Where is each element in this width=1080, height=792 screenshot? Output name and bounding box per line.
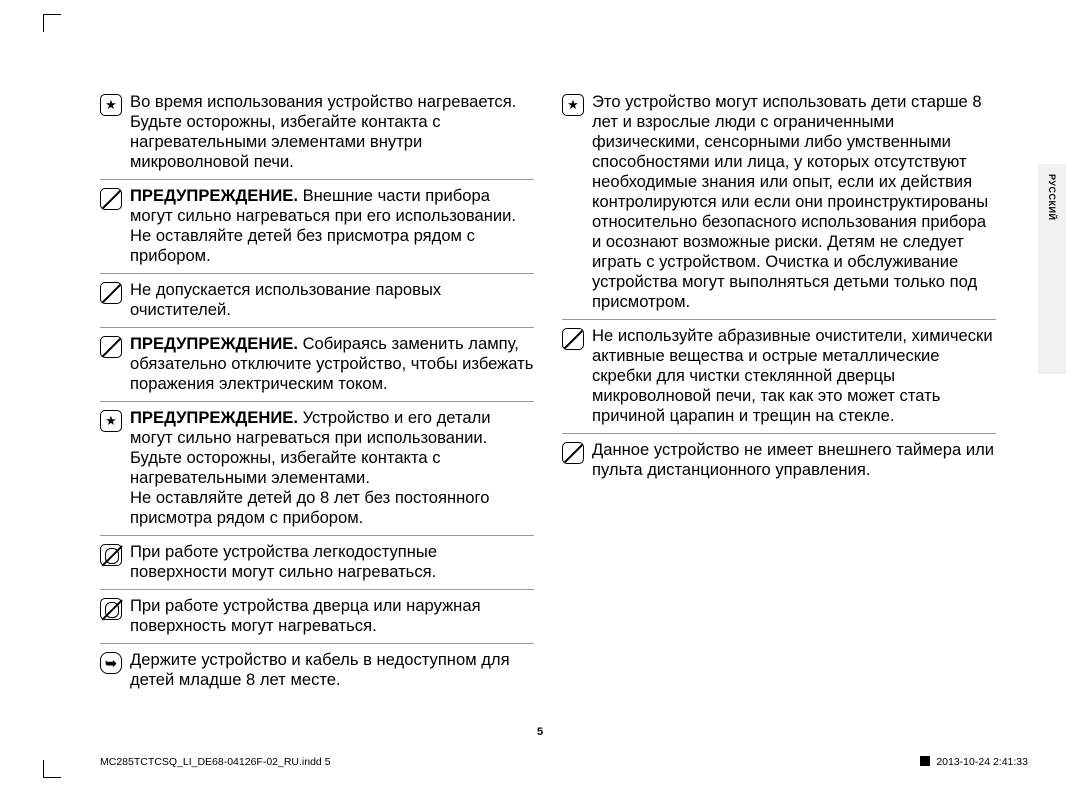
list-item-body: При работе устройства легкодоступные пов… xyxy=(130,542,437,581)
list-item: ПРЕДУПРЕЖДЕНИЕ. Внешние части прибора мо… xyxy=(100,180,534,274)
list-item-body: Держите устройство и кабель в недоступно… xyxy=(130,650,510,689)
warning-label: ПРЕДУПРЕЖДЕНИЕ. xyxy=(130,186,298,205)
list-item-text: Держите устройство и кабель в недоступно… xyxy=(130,650,534,690)
star-icon: ★ xyxy=(100,410,122,432)
arrow-icon: ➥ xyxy=(100,652,122,674)
list-item: При работе устройства легкодоступные пов… xyxy=(100,536,534,590)
warning-label: ПРЕДУПРЕЖДЕНИЕ. xyxy=(130,408,298,427)
prohibit-icon xyxy=(562,328,584,350)
no-touch-icon xyxy=(100,544,122,566)
list-item-body: Данное устройство не имеет внешнего тайм… xyxy=(592,440,994,479)
list-item-text: Во время использования устройство нагрев… xyxy=(130,92,534,172)
warning-label: ПРЕДУПРЕЖДЕНИЕ. xyxy=(130,334,298,353)
list-item-text: ПРЕДУПРЕЖДЕНИЕ. Собираясь заменить лампу… xyxy=(130,334,534,394)
footer-timestamp: 2013-10-24 2:41:33 xyxy=(920,756,1028,768)
list-item: ПРЕДУПРЕЖДЕНИЕ. Собираясь заменить лампу… xyxy=(100,328,534,402)
list-item-body: Не используйте абразивные очистители, хи… xyxy=(592,326,993,425)
list-item-text: Это устройство могут использовать дети с… xyxy=(592,92,996,312)
list-item: При работе устройства дверца или наружна… xyxy=(100,590,534,644)
list-item-text: ПРЕДУПРЕЖДЕНИЕ. Внешние части прибора мо… xyxy=(130,186,534,266)
prohibit-icon xyxy=(100,188,122,210)
prohibit-icon xyxy=(100,282,122,304)
page: РУССКИЙ ★ Во время использования устройст… xyxy=(0,0,1080,792)
list-item: ➥ Держите устройство и кабель в недоступн… xyxy=(100,644,534,697)
footer-file: MC285TCTCSQ_LI_DE68-04126F-02_RU.indd 5 xyxy=(100,756,331,768)
prohibit-icon xyxy=(562,442,584,464)
list-item-text: Не допускается использование паровых очи… xyxy=(130,280,534,320)
list-item-text: ПРЕДУПРЕЖДЕНИЕ. Устройство и его детали … xyxy=(130,408,534,528)
list-item-body: Это устройство могут использовать дети с… xyxy=(592,92,988,311)
list-item: Не используйте абразивные очистители, хи… xyxy=(562,320,996,434)
list-item-body: При работе устройства дверца или наружна… xyxy=(130,596,481,635)
star-icon: ★ xyxy=(100,94,122,116)
list-item-text: Данное устройство не имеет внешнего тайм… xyxy=(592,440,996,480)
star-icon: ★ xyxy=(562,94,584,116)
no-touch-icon xyxy=(100,598,122,620)
list-item: Не допускается использование паровых очи… xyxy=(100,274,534,328)
list-item-text: При работе устройства дверца или наружна… xyxy=(130,596,534,636)
language-tab: РУССКИЙ xyxy=(1038,164,1066,374)
content-columns: ★ Во время использования устройство нагре… xyxy=(100,86,1028,697)
page-number: 5 xyxy=(0,726,1080,738)
crop-mark-tl xyxy=(43,14,61,32)
list-item: ★ ПРЕДУПРЕЖДЕНИЕ. Устройство и его детали… xyxy=(100,402,534,536)
print-footer: MC285TCTCSQ_LI_DE68-04126F-02_RU.indd 5 … xyxy=(100,756,1028,768)
list-item: ★ Во время использования устройство нагре… xyxy=(100,86,534,180)
list-item: Данное устройство не имеет внешнего тайм… xyxy=(562,434,996,487)
list-item-body: Не допускается использование паровых очи… xyxy=(130,280,441,319)
crop-mark-bl xyxy=(43,760,61,778)
prohibit-icon xyxy=(100,336,122,358)
list-item-text: При работе устройства легкодоступные пов… xyxy=(130,542,534,582)
list-item: ★ Это устройство могут использовать дети … xyxy=(562,86,996,320)
list-item-text: Не используйте абразивные очистители, хи… xyxy=(592,326,996,426)
left-column: ★ Во время использования устройство нагре… xyxy=(100,86,534,697)
right-column: ★ Это устройство могут использовать дети … xyxy=(562,86,996,697)
list-item-body: Во время использования устройство нагрев… xyxy=(130,92,516,171)
